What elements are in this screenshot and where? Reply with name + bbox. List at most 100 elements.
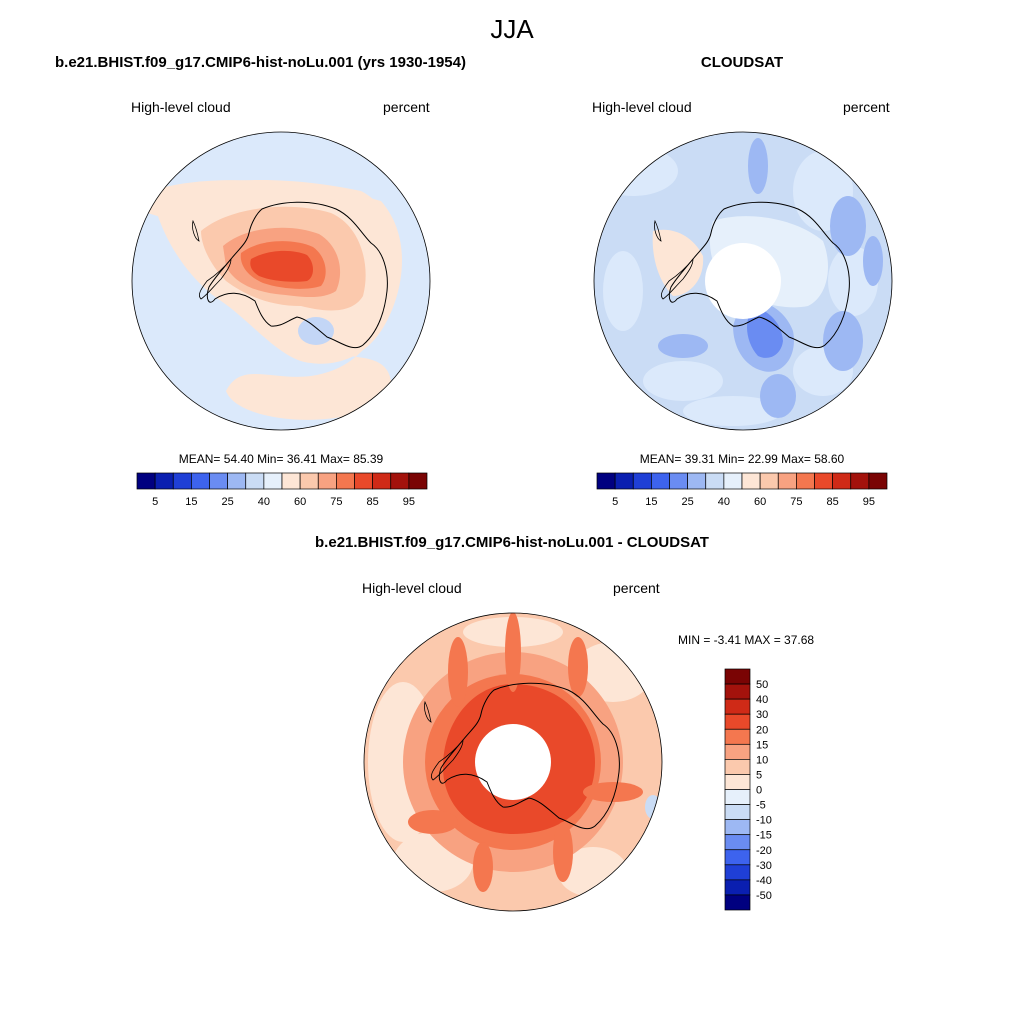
contour-patch-light [594,146,678,196]
colorbar-swatch [651,472,670,490]
colorbar-swatch [724,804,751,820]
panel-2-left-label: High-level cloud [592,99,692,115]
colorbar-swatch [669,472,688,490]
colorbar-swatch [191,472,210,490]
colorbar-swatch [154,472,174,490]
panel-2-stats: MEAN= 39.31 Min= 22.99 Max= 58.60 [639,452,845,466]
colorbar-tick-label: 25 [222,496,234,508]
colorbar-tick-label: 40 [258,496,270,508]
colorbar-tick-label: -40 [756,875,772,887]
colorbar-tick-label: 50 [756,679,768,691]
panel-1-polar-map [131,131,431,431]
contour-patch-mid [823,311,863,371]
colorbar-swatch [390,472,410,490]
colorbar-tick-label: 15 [185,496,197,508]
colorbar-tick-label: 20 [756,724,768,736]
colorbar-tick-label: 0 [756,785,762,797]
panel-3-units-label: percent [613,580,660,596]
panel-2-title: CLOUDSAT [700,54,784,71]
missing-data-pole-gap [475,724,551,800]
colorbar-tick-label: 40 [718,496,730,508]
colorbar-swatch [408,472,428,490]
colorbar-tick-label: -5 [756,800,766,812]
colorbar-swatch [245,472,265,490]
panel-3-polar-map [363,612,663,912]
panel-1-left-label: High-level cloud [131,99,231,115]
colorbar-swatch [724,879,751,896]
colorbar-swatch [372,472,392,490]
colorbar-swatch [281,472,301,490]
colorbar-tick-label: -10 [756,815,772,827]
peninsula-coastline [654,219,694,300]
contour-low-patch [298,317,334,345]
contour-patch-peninsula [652,229,704,296]
colorbar-swatch [632,472,652,490]
contour-patch-light [683,396,783,426]
colorbar-tick-label: 15 [756,739,768,751]
missing-data-pole-gap [705,243,781,319]
contour-streak-20 [583,782,643,802]
contour-streak-20 [553,822,573,882]
colorbar-swatch [724,668,751,685]
colorbar-tick-label: -15 [756,830,772,842]
colorbar-swatch [868,472,888,490]
contour-patch-mid [863,236,883,286]
colorbar-swatch [724,849,751,866]
peninsula-coastline [424,700,464,781]
panel-1-units-label: percent [383,99,430,115]
colorbar-swatch [724,834,751,851]
colorbar-tick-label: 10 [756,754,768,766]
contour-streak-20 [448,637,468,707]
colorbar-tick-label: 60 [754,496,766,508]
contour-patch-light [603,251,643,331]
colorbar-swatch [724,728,751,745]
colorbar-swatch [724,819,751,836]
panel-3-title: b.e21.BHIST.f09_g17.CMIP6-hist-noLu.001 … [315,534,709,551]
colorbar-swatch [832,472,852,490]
colorbar-tick-label: 5 [152,496,158,508]
colorbar-swatch [724,774,751,790]
colorbar-swatch [724,698,751,715]
peninsula-coastline [192,219,232,300]
colorbar-swatch [614,472,634,490]
colorbar-swatch [724,789,751,805]
panel-2-polar-map [593,131,893,431]
colorbar-swatch [724,864,751,881]
colorbar-swatch [724,683,751,700]
panel-1-colorbar: 5 15 25 40 60 75 85 95 [136,472,428,508]
colorbar-swatch [299,472,319,490]
colorbar-swatch [724,743,751,760]
colorbar-tick-label: 95 [403,496,415,508]
colorbar-tick-label: 75 [330,496,342,508]
colorbar-swatch [317,472,337,490]
colorbar-swatch [354,472,373,490]
contour-streak-20 [568,637,588,697]
colorbar-tick-label: 40 [756,694,768,706]
contour-streak-20 [473,842,493,892]
panel-1-title: b.e21.BHIST.f09_g17.CMIP6-hist-noLu.001 … [55,54,466,71]
colorbar-tick-label: 15 [645,496,657,508]
figure-title: JJA [490,14,534,44]
colorbar-tick-label: 5 [756,769,762,781]
colorbar-tick-label: -30 [756,860,772,872]
colorbar-swatch [723,472,743,490]
contour-patch-mid [830,196,866,256]
colorbar-swatch [796,472,815,490]
contour-patch-mid [748,138,768,194]
contour-patch-mid [658,334,708,358]
contour-patch-light [643,361,723,401]
colorbar-tick-label: -20 [756,845,772,857]
map-boundary [593,131,893,431]
colorbar-tick-label: 75 [790,496,802,508]
colorbar-tick-label: 60 [294,496,306,508]
colorbar-swatch [705,472,725,490]
contour-streak-20 [408,810,458,834]
colorbar-swatch [724,894,751,911]
colorbar-swatch [759,472,779,490]
panel-3-left-label: High-level cloud [362,580,462,596]
contour-band-90 [250,250,313,282]
colorbar-swatch [596,472,616,490]
panel-2-units-label: percent [843,99,890,115]
colorbar-swatch [209,472,228,490]
